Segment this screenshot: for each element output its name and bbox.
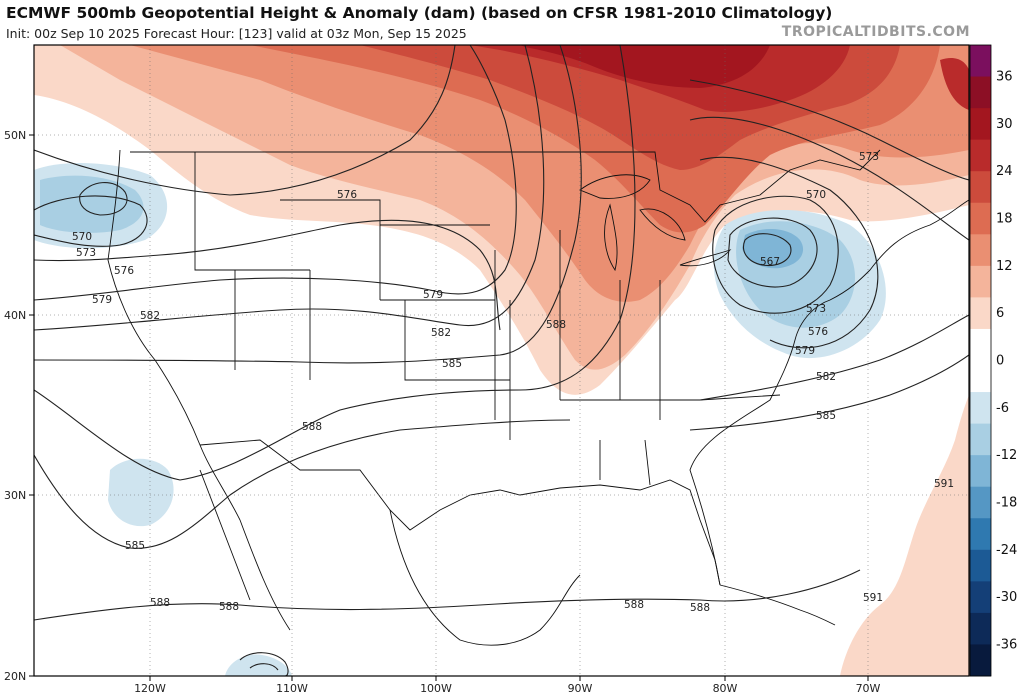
- colorbar-swatch: [970, 360, 991, 393]
- contour-label: 591: [863, 592, 883, 604]
- contour-label: 585: [125, 540, 145, 552]
- forecast-info: Init: 00z Sep 10 2025 Forecast Hour: [12…: [6, 26, 467, 41]
- colorbar-swatch: [970, 328, 991, 361]
- colorbar-label: 24: [996, 164, 1013, 179]
- colorbar: 36 30 24 18 12 6 0 -6 -12 -18 -24 -30 -36: [969, 44, 1017, 677]
- colorbar-swatch: [970, 423, 991, 456]
- contour-label: 588: [624, 599, 644, 611]
- lat-label-50n: 50N: [4, 129, 26, 142]
- colorbar-swatch: [970, 45, 991, 78]
- site-credit: TROPICALTIDBITS.COM: [781, 24, 970, 40]
- contour-label: 573: [859, 151, 879, 163]
- colorbar-swatch: [970, 581, 991, 614]
- colorbar-swatch: [970, 171, 991, 204]
- colorbar-swatch: [970, 76, 991, 109]
- colorbar-label: -24: [996, 543, 1017, 558]
- colorbar-swatch: [970, 486, 991, 519]
- longitude-labels: 120W 110W 100W 90W 80W 70W: [134, 676, 881, 695]
- contour-label: 567: [760, 256, 780, 268]
- page-title: ECMWF 500mb Geopotential Height & Anomal…: [6, 4, 833, 22]
- anomaly-shading: [34, 45, 969, 676]
- colorbar-label: 0: [996, 354, 1004, 369]
- colorbar-label: -18: [996, 495, 1017, 510]
- colorbar-label: -30: [996, 590, 1017, 605]
- colorbar-label: 36: [996, 70, 1013, 85]
- colorbar-swatch: [970, 139, 991, 172]
- height-contours: [34, 45, 969, 676]
- contour-label: 585: [816, 410, 836, 422]
- contour-label: 588: [302, 421, 322, 433]
- contour-label: 573: [806, 303, 826, 315]
- lon-label-70w: 70W: [856, 682, 881, 695]
- contour-label: 573: [76, 247, 96, 259]
- colorbar-swatch: [970, 202, 991, 235]
- lon-label-90w: 90W: [568, 682, 593, 695]
- colorbar-label: 12: [996, 259, 1013, 274]
- colorbar-swatch: [970, 549, 991, 582]
- contour-label: 588: [690, 602, 710, 614]
- colorbar-swatch: [970, 455, 991, 488]
- contour-label: 570: [806, 189, 826, 201]
- lon-label-80w: 80W: [713, 682, 738, 695]
- colorbar-label: -6: [996, 401, 1009, 416]
- latitude-labels: 50N 40N 30N 20N: [4, 129, 34, 683]
- colorbar-label: 6: [996, 306, 1004, 321]
- map-frame: [33, 44, 970, 677]
- contour-label: 570: [72, 231, 92, 243]
- contour-label: 588: [219, 601, 239, 613]
- contour-label: 579: [795, 345, 815, 357]
- contour-label: 579: [423, 289, 443, 301]
- political-boundaries: [107, 149, 969, 646]
- colorbar-label: -12: [996, 448, 1017, 463]
- contour-label: 582: [816, 371, 836, 383]
- contour-label: 588: [546, 319, 566, 331]
- lon-label-100w: 100W: [420, 682, 452, 695]
- colorbar-swatch: [970, 518, 991, 551]
- contour-label: 582: [140, 310, 160, 322]
- colorbar-swatch: [970, 234, 991, 267]
- colorbar-label: -36: [996, 637, 1017, 652]
- contour-label: 576: [114, 265, 134, 277]
- colorbar-swatch: [970, 108, 991, 141]
- contour-label: 579: [92, 294, 112, 306]
- lat-label-20n: 20N: [4, 670, 26, 683]
- contour-label: 582: [431, 327, 451, 339]
- lat-label-40n: 40N: [4, 309, 26, 322]
- contour-label: 576: [337, 189, 357, 201]
- contour-labels: 576 570 573 576 579 582 579 582 585 588 588 573 570 5…: [72, 151, 954, 614]
- colorbar-frame: [969, 44, 992, 677]
- colorbar-label: 30: [996, 117, 1013, 132]
- lon-label-110w: 110W: [276, 682, 308, 695]
- colorbar-label: 18: [996, 212, 1013, 227]
- colorbar-swatch: [970, 297, 991, 330]
- colorbar-swatch: [970, 644, 991, 677]
- colorbar-swatch: [970, 392, 991, 425]
- lon-label-120w: 120W: [134, 682, 166, 695]
- contour-label: 576: [808, 326, 828, 338]
- contour-label: 591: [934, 478, 954, 490]
- contour-label: 588: [150, 597, 170, 609]
- colorbar-swatch: [970, 612, 991, 645]
- lat-label-30n: 30N: [4, 489, 26, 502]
- colorbar-swatch: [970, 265, 991, 298]
- contour-label: 585: [442, 358, 462, 370]
